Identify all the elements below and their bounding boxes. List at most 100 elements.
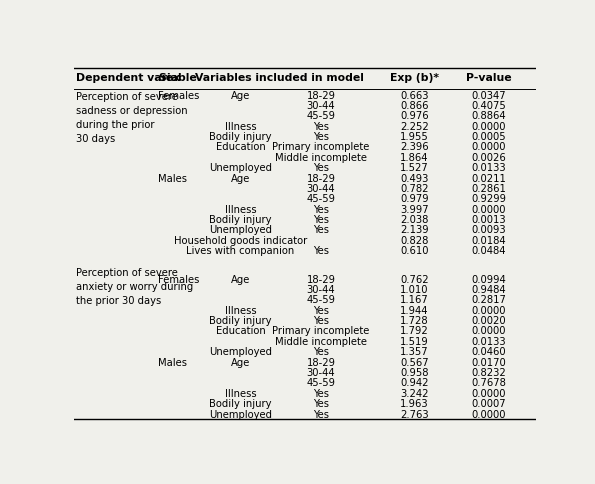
Text: 0.0000: 0.0000 [471,305,506,315]
Text: 45-59: 45-59 [306,378,336,388]
Text: Yes: Yes [313,388,329,398]
Text: 0.782: 0.782 [400,183,428,194]
Text: 1.728: 1.728 [400,316,428,325]
Text: 2.252: 2.252 [400,121,428,131]
Text: Bodily injury: Bodily injury [209,316,272,325]
Text: 0.0184: 0.0184 [471,235,506,245]
Text: Yes: Yes [313,163,329,173]
Text: 0.0484: 0.0484 [471,246,506,256]
Text: 0.8232: 0.8232 [471,367,506,377]
Text: 30-44: 30-44 [307,183,336,194]
Text: Yes: Yes [313,347,329,357]
Text: Unemployed: Unemployed [209,163,272,173]
Text: 0.0093: 0.0093 [471,225,506,235]
Text: 0.0020: 0.0020 [471,316,506,325]
Text: Bodily injury: Bodily injury [209,398,272,408]
Text: Age: Age [231,173,250,183]
Text: 0.828: 0.828 [400,235,428,245]
Text: 1.519: 1.519 [400,336,428,346]
Text: 0.567: 0.567 [400,357,428,367]
Text: 18-29: 18-29 [306,91,336,100]
Text: Sex: Sex [158,73,180,83]
Text: Education: Education [215,142,265,152]
Text: 45-59: 45-59 [306,295,336,305]
Text: Yes: Yes [313,305,329,315]
Text: 18-29: 18-29 [306,357,336,367]
Text: 2.139: 2.139 [400,225,428,235]
Text: Yes: Yes [313,214,329,225]
Text: Age: Age [231,91,250,100]
Text: 0.979: 0.979 [400,194,428,204]
Text: 1.527: 1.527 [400,163,428,173]
Text: 0.9484: 0.9484 [471,284,506,294]
Text: Yes: Yes [313,398,329,408]
Text: 0.0000: 0.0000 [471,326,506,336]
Text: 0.7678: 0.7678 [471,378,506,388]
Text: Dependent variable: Dependent variable [76,73,197,83]
Text: 0.0133: 0.0133 [471,163,506,173]
Text: 2.763: 2.763 [400,408,428,419]
Text: 1.792: 1.792 [400,326,428,336]
Text: Primary incomplete: Primary incomplete [273,142,369,152]
Text: Males: Males [158,357,187,367]
Text: 0.942: 0.942 [400,378,428,388]
Text: 0.9299: 0.9299 [471,194,506,204]
Text: 0.0211: 0.0211 [471,173,506,183]
Text: 0.0000: 0.0000 [471,121,506,131]
Text: Yes: Yes [313,246,329,256]
Text: 0.0000: 0.0000 [471,388,506,398]
Text: Yes: Yes [313,316,329,325]
Text: Females: Females [158,274,200,284]
Text: 0.0994: 0.0994 [471,274,506,284]
Text: Males: Males [158,173,187,183]
Text: Bodily injury: Bodily injury [209,132,272,142]
Text: 0.2861: 0.2861 [471,183,506,194]
Text: 1.357: 1.357 [400,347,428,357]
Text: 30-44: 30-44 [307,284,336,294]
Text: Unemployed: Unemployed [209,347,272,357]
Text: 1.010: 1.010 [400,284,428,294]
Text: 0.0013: 0.0013 [471,214,506,225]
Text: 0.762: 0.762 [400,274,428,284]
Text: Illness: Illness [224,305,256,315]
Text: 45-59: 45-59 [306,111,336,121]
Text: 30-44: 30-44 [307,367,336,377]
Text: 30-44: 30-44 [307,101,336,111]
Text: Education: Education [215,326,265,336]
Text: Illness: Illness [224,388,256,398]
Text: 3.242: 3.242 [400,388,428,398]
Text: 3.997: 3.997 [400,204,428,214]
Text: 0.0005: 0.0005 [471,132,506,142]
Text: Unemployed: Unemployed [209,408,272,419]
Text: Illness: Illness [224,121,256,131]
Text: P-value: P-value [466,73,511,83]
Text: 0.663: 0.663 [400,91,428,100]
Text: 0.0170: 0.0170 [471,357,506,367]
Text: Primary incomplete: Primary incomplete [273,326,369,336]
Text: 0.610: 0.610 [400,246,428,256]
Text: 1.864: 1.864 [400,152,428,163]
Text: 1.963: 1.963 [400,398,428,408]
Text: Yes: Yes [313,132,329,142]
Text: Females: Females [158,91,200,100]
Text: 0.0133: 0.0133 [471,336,506,346]
Text: 0.493: 0.493 [400,173,428,183]
Text: Unemployed: Unemployed [209,225,272,235]
Text: Bodily injury: Bodily injury [209,214,272,225]
Text: 2.038: 2.038 [400,214,428,225]
Text: Yes: Yes [313,121,329,131]
Text: 18-29: 18-29 [306,274,336,284]
Text: Perception of severe
sadness or depression
during the prior
30 days: Perception of severe sadness or depressi… [76,91,188,144]
Text: 0.0000: 0.0000 [471,408,506,419]
Text: 0.8864: 0.8864 [471,111,506,121]
Text: Yes: Yes [313,204,329,214]
Text: Perception of severe
anxiety or worry during
the prior 30 days: Perception of severe anxiety or worry du… [76,268,193,306]
Text: Middle incomplete: Middle incomplete [275,336,367,346]
Text: 45-59: 45-59 [306,194,336,204]
Text: 0.0460: 0.0460 [471,347,506,357]
Text: Yes: Yes [313,408,329,419]
Text: Middle incomplete: Middle incomplete [275,152,367,163]
Text: 18-29: 18-29 [306,173,336,183]
Text: 0.0000: 0.0000 [471,204,506,214]
Text: Lives with companion: Lives with companion [186,246,295,256]
